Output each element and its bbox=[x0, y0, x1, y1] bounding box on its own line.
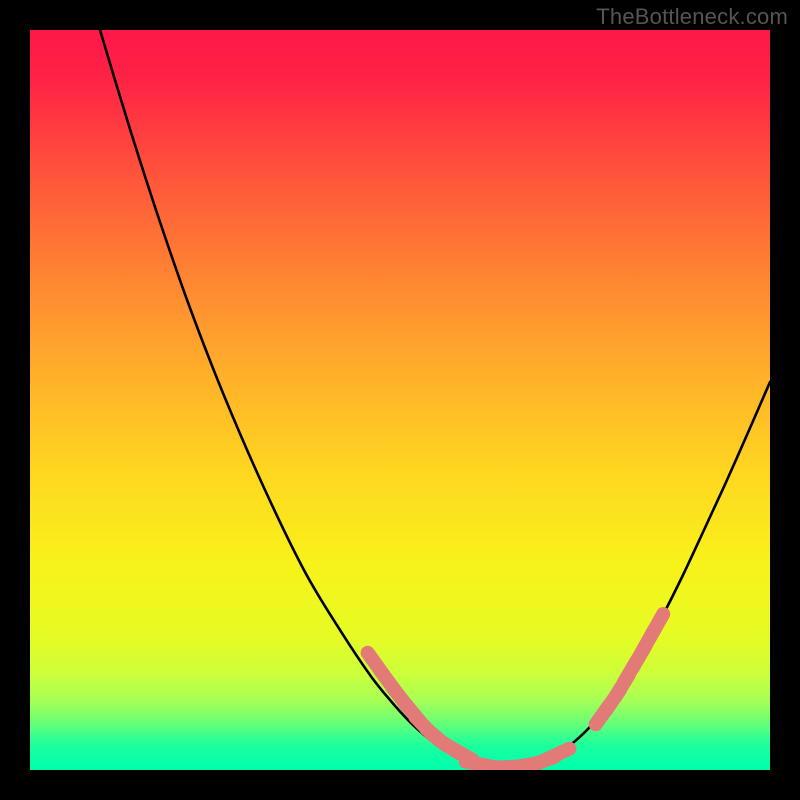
curve-marker bbox=[547, 749, 570, 760]
gradient-background bbox=[30, 30, 770, 770]
chart-svg bbox=[30, 30, 770, 770]
chart-container: TheBottleneck.com bbox=[0, 0, 800, 800]
plot-area bbox=[30, 30, 770, 770]
watermark-text: TheBottleneck.com bbox=[596, 4, 788, 30]
